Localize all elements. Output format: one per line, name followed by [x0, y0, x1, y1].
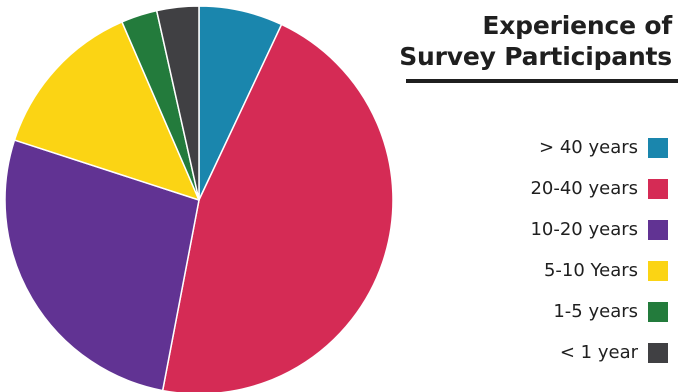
legend-item: 10-20 years [438, 209, 668, 250]
legend-item: 20-40 years [438, 168, 668, 209]
legend-swatch [648, 342, 668, 363]
legend-label: 1-5 years [553, 301, 638, 322]
pie-slice-6 [155, 5, 200, 201]
legend-swatch [648, 137, 668, 158]
legend-label: 10-20 years [530, 219, 638, 240]
legend-item: 1-5 years [438, 291, 668, 332]
legend-label: < 1 year [559, 342, 638, 363]
chart-title-line-2: Survey Participants [399, 42, 672, 71]
title-underline [406, 79, 678, 83]
pie-slice-4 [13, 21, 200, 201]
pie-chart [4, 5, 394, 392]
legend-item: > 40 years [438, 127, 668, 168]
legend-swatch [648, 178, 668, 199]
chart-legend: > 40 years 20-40 years 10-20 years 5-10 Yea… [438, 127, 668, 373]
legend-item: 5-10 Years [438, 250, 668, 291]
legend-item: < 1 year [438, 332, 668, 373]
legend-label: 5-10 Years [543, 260, 638, 281]
legend-swatch [648, 260, 668, 281]
chart-title-line-1: Experience of [482, 11, 672, 40]
pie-slice-2 [161, 23, 394, 392]
legend-swatch [648, 301, 668, 322]
pie-slice-3 [4, 139, 200, 392]
chart-title-block: Experience of Survey Participants [392, 10, 672, 72]
legend-swatch [648, 219, 668, 240]
legend-label: > 40 years [539, 137, 638, 158]
pie-chart-svg [4, 5, 394, 392]
legend-label: 20-40 years [530, 178, 638, 199]
